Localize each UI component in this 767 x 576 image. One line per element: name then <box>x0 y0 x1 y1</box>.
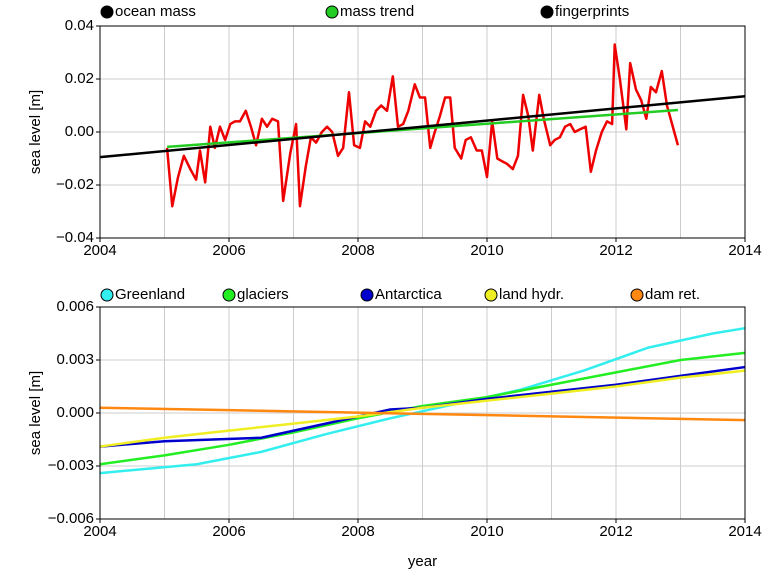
legend-label: Antarctica <box>375 286 442 303</box>
x-tick-label: 2014 <box>728 242 761 259</box>
legend-marker <box>222 288 236 302</box>
y-tick-label: 0.003 <box>56 351 94 368</box>
y-tick-label: −0.04 <box>56 229 94 246</box>
y-axis-label: sea level [m] <box>27 90 44 174</box>
legend-marker <box>325 5 339 19</box>
series-line <box>166 108 679 149</box>
legend-label: glaciers <box>237 286 289 303</box>
legend-label: mass trend <box>340 3 414 20</box>
x-tick-label: 2004 <box>83 523 116 540</box>
y-tick-label: 0.006 <box>56 298 94 315</box>
legend-label: ocean mass <box>115 3 196 20</box>
x-tick-label: 2006 <box>212 523 245 540</box>
y-tick-label: 0.02 <box>65 70 94 87</box>
legend-marker <box>100 5 114 19</box>
x-tick-label: 2012 <box>599 242 632 259</box>
series-line <box>99 369 746 448</box>
x-tick-label: 2014 <box>728 523 761 540</box>
y-axis-label: sea level [m] <box>27 371 44 455</box>
y-tick-label: 0.04 <box>65 17 94 34</box>
legend-label: fingerprints <box>555 3 629 20</box>
y-tick-label: 0.00 <box>65 123 94 140</box>
legend-marker <box>360 288 374 302</box>
legend-marker <box>100 288 114 302</box>
x-tick-label: 2010 <box>470 523 503 540</box>
series-line <box>99 94 746 159</box>
y-tick-label: 0.000 <box>56 404 94 421</box>
x-tick-label: 2008 <box>341 242 374 259</box>
y-tick-label: −0.02 <box>56 176 94 193</box>
series-line <box>165 43 680 208</box>
legend-label: land hydr. <box>499 286 564 303</box>
series-line <box>99 351 746 466</box>
x-tick-label: 2010 <box>470 242 503 259</box>
y-tick-label: −0.006 <box>48 510 94 527</box>
x-tick-label: 2004 <box>83 242 116 259</box>
legend-marker <box>540 5 554 19</box>
series-line <box>99 406 746 422</box>
plot-frame <box>99 25 746 239</box>
x-tick-label: 2008 <box>341 523 374 540</box>
y-tick-label: −0.003 <box>48 457 94 474</box>
legend-label: dam ret. <box>645 286 700 303</box>
x-axis-label: year <box>408 553 437 570</box>
legend-label: Greenland <box>115 286 185 303</box>
x-tick-label: 2006 <box>212 242 245 259</box>
x-tick-label: 2012 <box>599 523 632 540</box>
legend-marker <box>484 288 498 302</box>
plot-frame <box>99 306 746 520</box>
legend-marker <box>630 288 644 302</box>
